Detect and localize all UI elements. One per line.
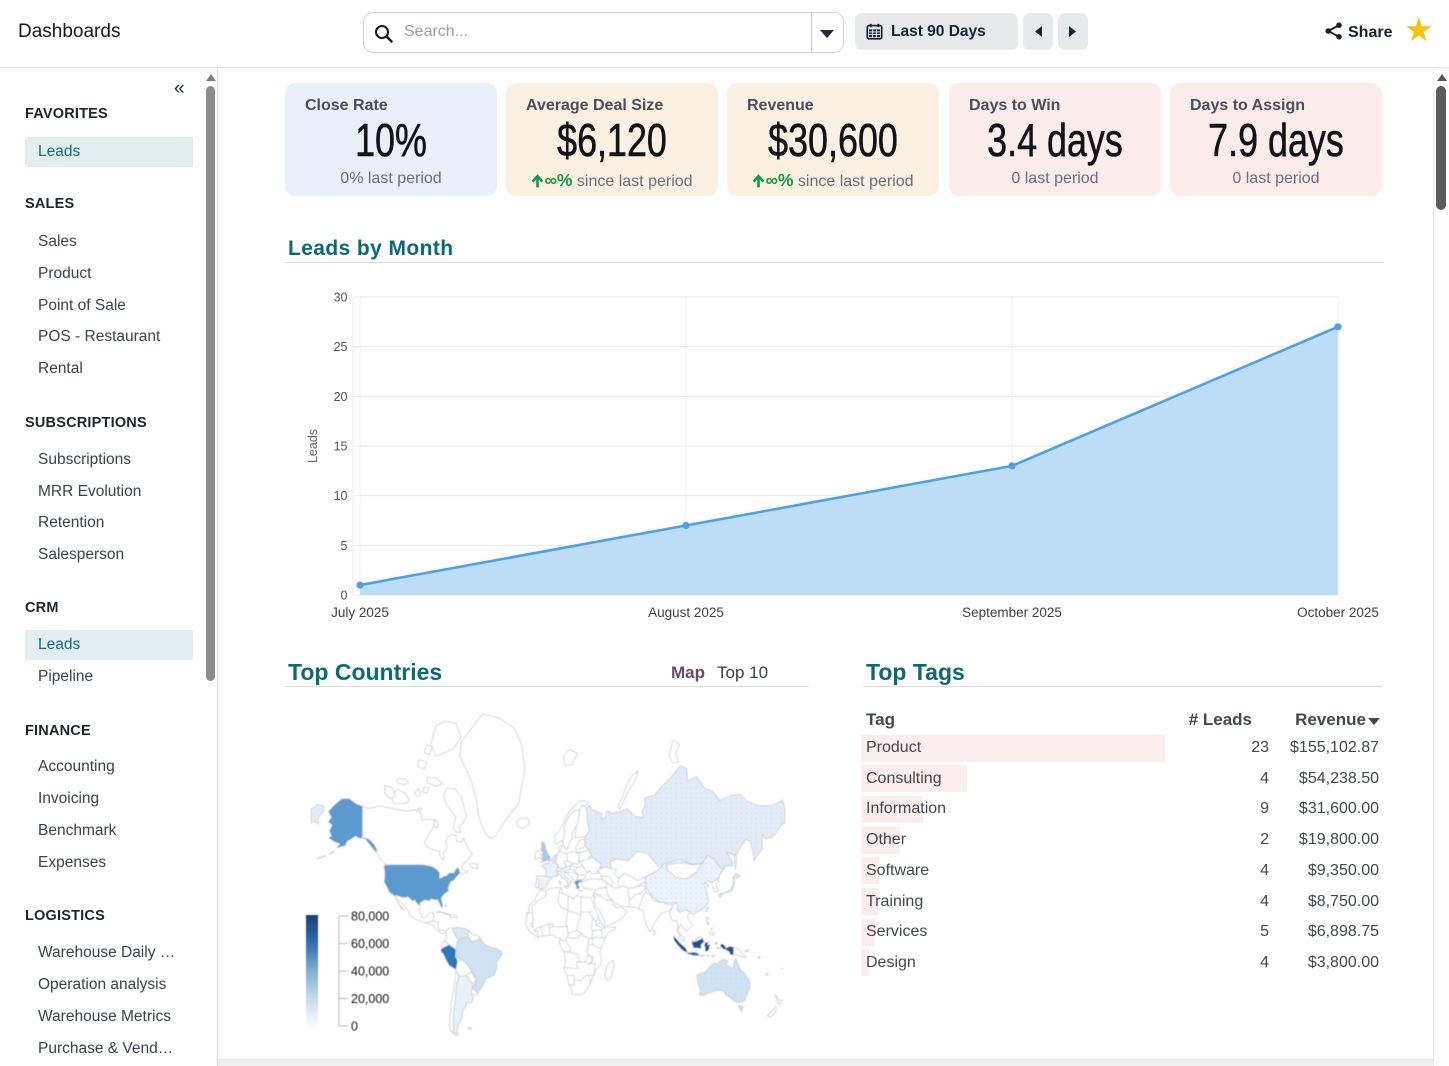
svg-text:Leads: Leads (306, 429, 320, 463)
svg-text:15: 15 (334, 440, 348, 454)
svg-text:August 2025: August 2025 (648, 605, 724, 620)
svg-text:20: 20 (334, 390, 348, 404)
svg-text:0: 0 (341, 589, 348, 603)
svg-text:60,000: 60,000 (351, 937, 389, 951)
svg-text:30: 30 (334, 291, 348, 305)
svg-text:40,000: 40,000 (351, 965, 389, 979)
svg-text:October 2025: October 2025 (1297, 605, 1379, 620)
svg-text:20,000: 20,000 (351, 992, 389, 1006)
svg-text:0: 0 (351, 1020, 358, 1034)
svg-text:September 2025: September 2025 (962, 605, 1062, 620)
svg-text:10: 10 (334, 489, 348, 503)
svg-text:25: 25 (334, 340, 348, 354)
svg-text:5: 5 (341, 539, 348, 553)
svg-text:July 2025: July 2025 (331, 605, 389, 620)
svg-text:80,000: 80,000 (351, 910, 389, 924)
